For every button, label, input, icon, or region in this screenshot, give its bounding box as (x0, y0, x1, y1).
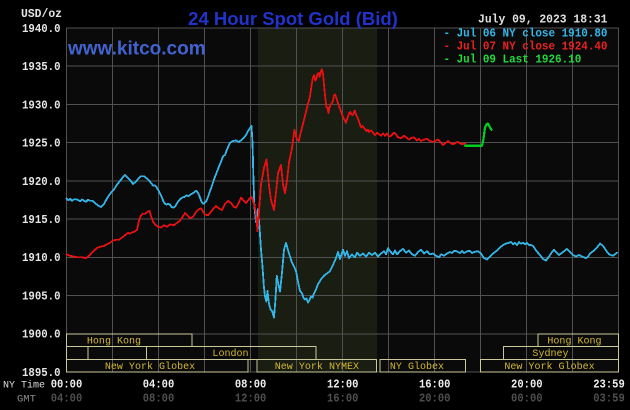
svg-text:- Jul 06 NY close 1910.80: - Jul 06 NY close 1910.80 (444, 27, 608, 40)
svg-text:12:00: 12:00 (235, 392, 267, 406)
svg-text:00:00: 00:00 (511, 392, 543, 406)
svg-text:Sydney: Sydney (532, 348, 568, 360)
svg-text:- Jul 09 Last 1926.10: - Jul 09 Last 1926.10 (444, 53, 582, 66)
svg-text:1910.0: 1910.0 (22, 251, 61, 265)
svg-text:London: London (212, 348, 248, 360)
svg-text:16:00: 16:00 (419, 378, 451, 392)
svg-text:1925.0: 1925.0 (22, 137, 61, 151)
svg-text:Hong Kong: Hong Kong (547, 336, 601, 347)
svg-text:USD/oz: USD/oz (21, 7, 62, 21)
svg-text:- Jul 07 NY close 1924.40: - Jul 07 NY close 1924.40 (444, 40, 608, 53)
svg-text:1895.0: 1895.0 (22, 366, 61, 380)
svg-text:24 Hour Spot Gold (Bid): 24 Hour Spot Gold (Bid) (188, 8, 398, 29)
svg-text:1900.0: 1900.0 (22, 328, 61, 342)
svg-text:New York NYMEX: New York NYMEX (275, 361, 359, 373)
svg-text:July 09, 2023 18:31: July 09, 2023 18:31 (478, 13, 608, 27)
svg-text:16:00: 16:00 (327, 392, 359, 406)
svg-text:08:00: 08:00 (235, 378, 267, 392)
svg-text:08:00: 08:00 (143, 392, 175, 406)
svg-text:20:00: 20:00 (511, 378, 543, 392)
svg-text:20:00: 20:00 (419, 392, 451, 406)
svg-text:1930.0: 1930.0 (22, 98, 61, 112)
svg-text:04:00: 04:00 (51, 392, 83, 406)
svg-text:03:59: 03:59 (593, 392, 625, 406)
svg-text:GMT: GMT (17, 394, 36, 406)
svg-text:00:00: 00:00 (51, 378, 83, 392)
svg-text:NY Time: NY Time (3, 380, 45, 392)
svg-text:04:00: 04:00 (143, 378, 175, 392)
svg-text:1920.0: 1920.0 (22, 175, 61, 189)
svg-text:Hong Kong: Hong Kong (87, 336, 141, 347)
svg-text:www.kitco.com: www.kitco.com (67, 39, 206, 60)
svg-text:1935.0: 1935.0 (22, 60, 61, 74)
svg-text:New York Globex: New York Globex (105, 361, 195, 373)
svg-text:23:59: 23:59 (593, 378, 625, 392)
svg-text:1940.0: 1940.0 (22, 22, 61, 36)
svg-text:NY Globex: NY Globex (390, 361, 444, 373)
svg-text:12:00: 12:00 (327, 378, 359, 392)
svg-text:1915.0: 1915.0 (22, 213, 61, 227)
svg-text:New York Globex: New York Globex (504, 361, 594, 373)
svg-text:1905.0: 1905.0 (22, 290, 61, 304)
